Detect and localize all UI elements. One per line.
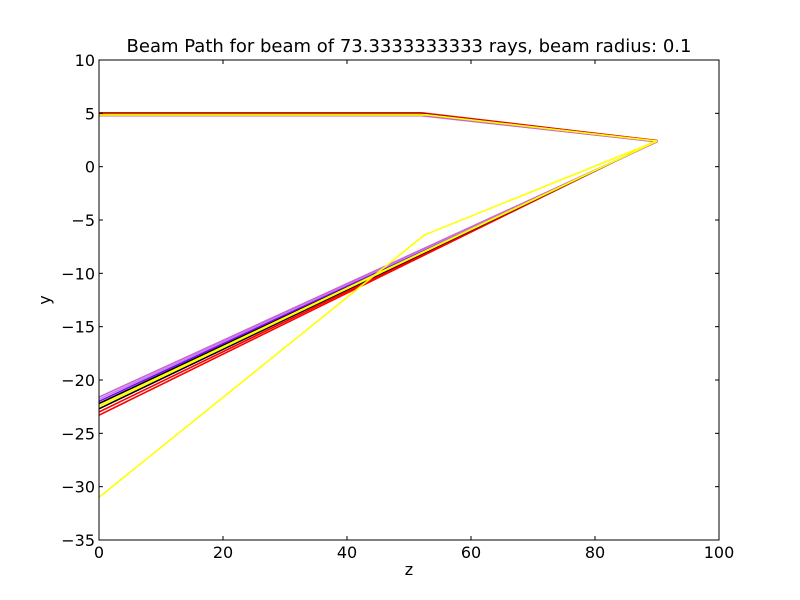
y-tick-label: −35 xyxy=(61,531,95,550)
series-layer xyxy=(98,112,658,498)
x-tick-label: 0 xyxy=(94,543,104,562)
y-tick-label: 5 xyxy=(85,104,95,123)
y-axis-label: y xyxy=(35,295,54,304)
y-tick-label: −25 xyxy=(61,424,95,443)
ray-line-10 xyxy=(98,140,658,498)
y-tick-label: −15 xyxy=(61,318,95,337)
y-tick-label: −30 xyxy=(61,478,95,497)
y-tick-label: −5 xyxy=(71,211,95,230)
y-tick-label: −10 xyxy=(61,264,95,283)
x-tick-label: 60 xyxy=(461,543,481,562)
x-axis-label: z xyxy=(405,560,413,579)
x-tick-label: 100 xyxy=(704,543,735,562)
y-tick-label: 0 xyxy=(85,158,95,177)
x-tick-label: 80 xyxy=(585,543,605,562)
y-tick-label: 10 xyxy=(75,51,95,70)
plot-frame xyxy=(98,59,720,541)
plot-background xyxy=(99,60,719,540)
y-tick-label: −20 xyxy=(61,371,95,390)
x-tick-label: 40 xyxy=(337,543,357,562)
x-tick-label: 20 xyxy=(213,543,233,562)
chart-title: Beam Path for beam of 73.3333333333 rays… xyxy=(127,36,692,57)
tick-layer: 0 20 40 60 80 100 10 5 0 −5 −10 −15 −20 −25 −30 −35 xyxy=(61,51,734,562)
